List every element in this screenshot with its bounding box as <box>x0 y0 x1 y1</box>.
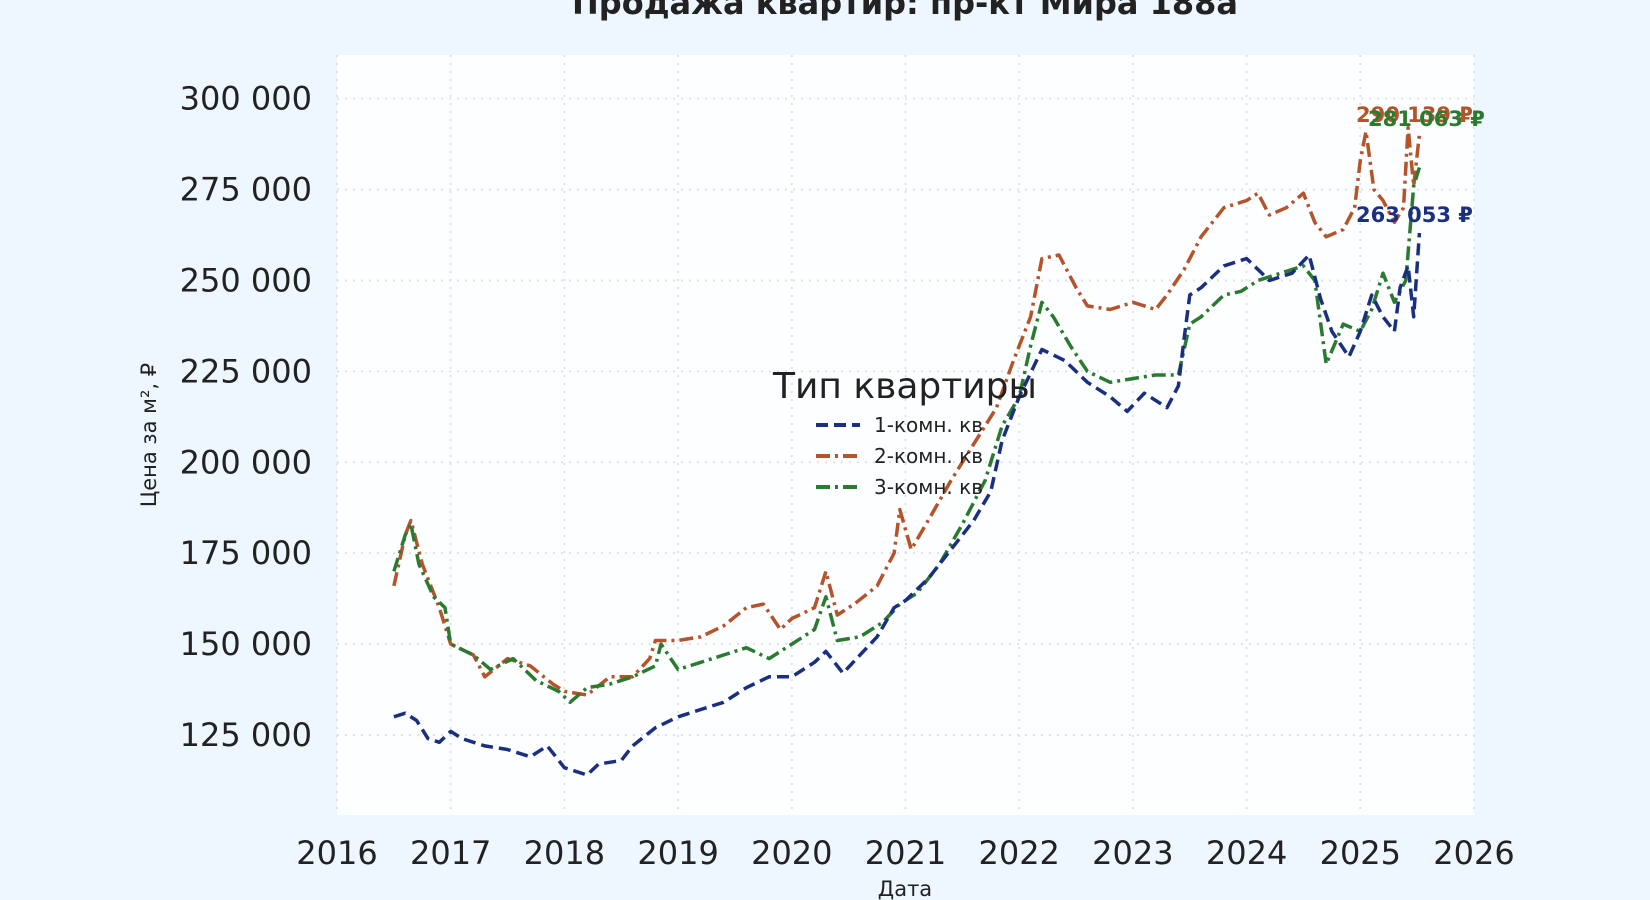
y-tick-label: 125 000 <box>180 716 312 754</box>
y-axis-label: Цена за м², ₽ <box>137 363 161 507</box>
legend-entry-2: 2-комн. кв <box>816 444 983 468</box>
legend-title: Тип квартиры <box>772 366 1037 407</box>
legend-entry-1: 1-комн. кв <box>816 413 983 437</box>
y-tick-label: 150 000 <box>180 625 312 663</box>
x-tick-label: 2025 <box>1320 834 1401 872</box>
x-tick-label: 2023 <box>1092 834 1173 872</box>
y-tick-label: 225 000 <box>180 352 312 390</box>
x-tick-label: 2018 <box>524 834 605 872</box>
series-lines <box>392 125 1422 777</box>
x-tick-label: 2017 <box>410 834 491 872</box>
end-labels: 290 139 ₽ 281 063 ₽ 263 053 ₽ <box>1356 103 1485 227</box>
x-tick-label: 2019 <box>637 834 718 872</box>
end-label-1-room: 263 053 ₽ <box>1356 203 1473 227</box>
legend-entry-3: 3-комн. кв <box>816 475 983 499</box>
y-tick-label: 250 000 <box>180 261 312 299</box>
series-line-1-room <box>393 232 1422 777</box>
end-label-2-room: 290 139 ₽ <box>1356 103 1473 127</box>
end-label-3-room: 281 063 ₽ <box>1368 107 1485 131</box>
legend-label-1: 1-комн. кв <box>874 413 983 437</box>
series-line-2-room <box>392 125 1422 697</box>
legend-label-3: 3-комн. кв <box>874 475 983 499</box>
x-tick-label: 2024 <box>1206 834 1287 872</box>
x-axis-label: Дата <box>878 877 932 900</box>
chart-title: Продажа квартир: пр-кт Мира 188а <box>572 0 1238 22</box>
y-tick-label: 275 000 <box>180 171 312 209</box>
grid <box>336 55 1475 815</box>
legend: Тип квартиры 1-комн. кв 2-комн. кв 3-ком… <box>772 366 1037 499</box>
y-tick-label: 175 000 <box>180 534 312 572</box>
series-line-3-room <box>392 166 1422 705</box>
legend-label-2: 2-комн. кв <box>874 444 983 468</box>
axis-ticks: 2016 2017 2018 2019 2020 2021 2022 2023 2024 2025… <box>180 80 1515 872</box>
x-tick-label: 2021 <box>865 834 946 872</box>
y-tick-label: 200 000 <box>180 443 312 481</box>
x-tick-label: 2016 <box>296 834 377 872</box>
x-tick-label: 2020 <box>751 834 832 872</box>
x-tick-label: 2022 <box>978 834 1059 872</box>
y-tick-label: 300 000 <box>180 80 312 118</box>
x-tick-label: 2026 <box>1433 834 1514 872</box>
